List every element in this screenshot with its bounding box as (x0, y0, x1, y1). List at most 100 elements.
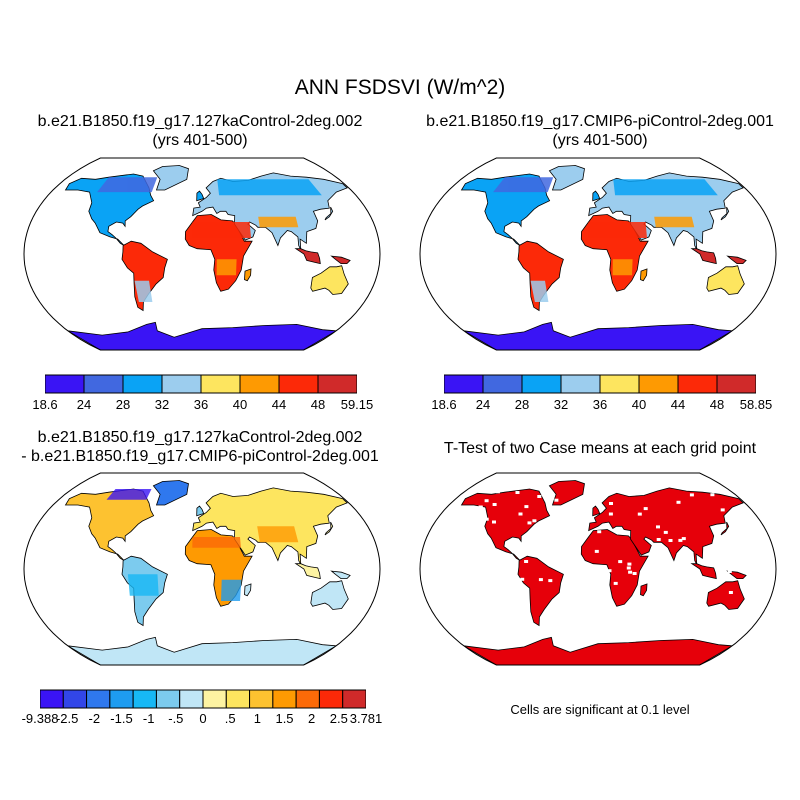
colorbar-case1 (45, 374, 357, 394)
panel-title-line: (yrs 401-500) (152, 132, 248, 149)
colorbar-tick-label: 28 (115, 397, 131, 412)
nonsignificant-cell (446, 606, 451, 610)
nonsignificant-cell (588, 594, 593, 598)
nonsignificant-cell (707, 607, 711, 611)
nonsignificant-cell (580, 511, 585, 515)
nonsignificant-cell (493, 585, 498, 589)
colorbar-tick-label: 18.6 (32, 397, 58, 412)
colorbar-case2 (444, 374, 756, 394)
nonsignificant-cell (532, 519, 537, 523)
nonsignificant-cell (515, 491, 520, 494)
land-japan (324, 521, 334, 536)
colorbar-tick-label: 24 (76, 397, 92, 412)
colorbar-tick-label: 3.781 (349, 711, 383, 726)
field-accent (588, 222, 647, 238)
nonsignificant-cell (582, 525, 587, 529)
nonsignificant-cell (632, 572, 637, 575)
colorbar-tick-label: 40 (232, 397, 248, 412)
map-ttest (419, 472, 777, 666)
nonsignificant-cell (484, 499, 489, 503)
nonsignificant-cell (571, 551, 576, 555)
land-japan (720, 521, 730, 536)
nonsignificant-cell (470, 618, 475, 622)
land-namerica (460, 488, 551, 561)
nonsignificant-cell (745, 601, 750, 605)
nonsignificant-cell (728, 533, 733, 537)
colorbar-swatch (122, 374, 163, 394)
nonsignificant-cell (628, 570, 633, 574)
nonsignificant-cell (597, 530, 602, 534)
nonsignificant-cell (508, 586, 513, 590)
nonsignificant-cell (432, 577, 437, 581)
land-indonesia (690, 248, 717, 265)
map-border (419, 157, 777, 351)
main-title: ANN FSDSVI (W/m^2) (294, 76, 506, 99)
nonsignificant-cell (567, 612, 572, 616)
land-uk (592, 190, 601, 202)
land-newguinea (330, 255, 351, 264)
land-indonesia (294, 248, 321, 265)
nonsignificant-cell (492, 520, 496, 524)
nonsignificant-cell (445, 570, 450, 574)
colorbar-swatch (278, 374, 319, 394)
land-africa (580, 529, 649, 607)
land-group (64, 165, 351, 350)
colorbar-tick-label: 36 (592, 397, 608, 412)
colorbar-tick-label: -2.5 (55, 711, 79, 726)
nonsignificant-cell (613, 581, 618, 585)
colorbar-diff-labels: -9.388 -2.5 -2 -1.5 -1 -.5 0 .5 1 1.5 2 2.5 3.781 (22, 711, 383, 727)
field-accent (134, 280, 153, 302)
colorbar-swatch (132, 689, 157, 709)
nonsignificant-cell (587, 493, 592, 497)
field-accent (127, 574, 159, 596)
nonsignificant-cell (500, 627, 505, 631)
panel-title-line: (yrs 401-500) (552, 132, 648, 149)
land-madagascar (640, 583, 648, 597)
nonsignificant-cell (608, 512, 613, 516)
colorbar-swatch (318, 689, 344, 709)
land-eurasia (588, 487, 744, 565)
nonsignificant-cell (479, 596, 484, 600)
nonsignificant-cell (502, 573, 507, 577)
nonsignificant-cell (710, 493, 715, 497)
nonsignificant-cell (689, 608, 694, 612)
field-accent (216, 259, 237, 276)
nonsignificant-cell (596, 620, 601, 624)
nonsignificant-cell (626, 566, 631, 570)
colorbar-tick-label: 36 (193, 397, 209, 412)
colorbar-swatch (249, 689, 274, 709)
panel-title-line: b.e21.B1850.f19_g17.CMIP6-piControl-2deg… (426, 113, 774, 130)
map-case1 (23, 157, 381, 351)
land-madagascar (244, 583, 252, 597)
panel-title-line: - b.e21.B1850.f19_g17.CMIP6-piControl-2d… (21, 448, 379, 465)
land-group (64, 480, 351, 665)
field-accents (97, 177, 322, 302)
colorbar-swatch (109, 689, 134, 709)
land-uk (592, 505, 601, 517)
colorbar-swatch (560, 374, 601, 394)
colorbar-tick-label: -.5 (168, 711, 184, 726)
nonsignificant-cell (537, 495, 542, 498)
nonsignificant-cell (668, 539, 673, 542)
colorbar-tick-label: 32 (154, 397, 170, 412)
nonsignificant-cell (750, 582, 754, 586)
nonsignificant-cell (474, 624, 479, 628)
land-namerica (64, 488, 155, 561)
nonsignificant-cell (614, 624, 619, 628)
colorbar-swatch (45, 374, 85, 394)
land-indonesia (690, 563, 717, 580)
nonsignificant-cell (618, 560, 623, 564)
nonsignificant-cell (580, 595, 585, 599)
colorbar-swatch (677, 374, 718, 394)
nonsignificant-cell (577, 575, 582, 579)
colorbar-swatch (638, 374, 679, 394)
colorbar-tick-label: -1 (142, 711, 155, 726)
nonsignificant-cell (643, 507, 648, 511)
colorbar-swatch (272, 689, 297, 709)
nonsignificant-cell (470, 566, 475, 570)
field-accent (257, 526, 299, 543)
colorbar-tick-label: -1.5 (110, 711, 133, 726)
colorbar-tick-label: 0 (199, 711, 207, 726)
map-border (23, 472, 381, 666)
colorbar-tick-label: 48 (709, 397, 725, 412)
